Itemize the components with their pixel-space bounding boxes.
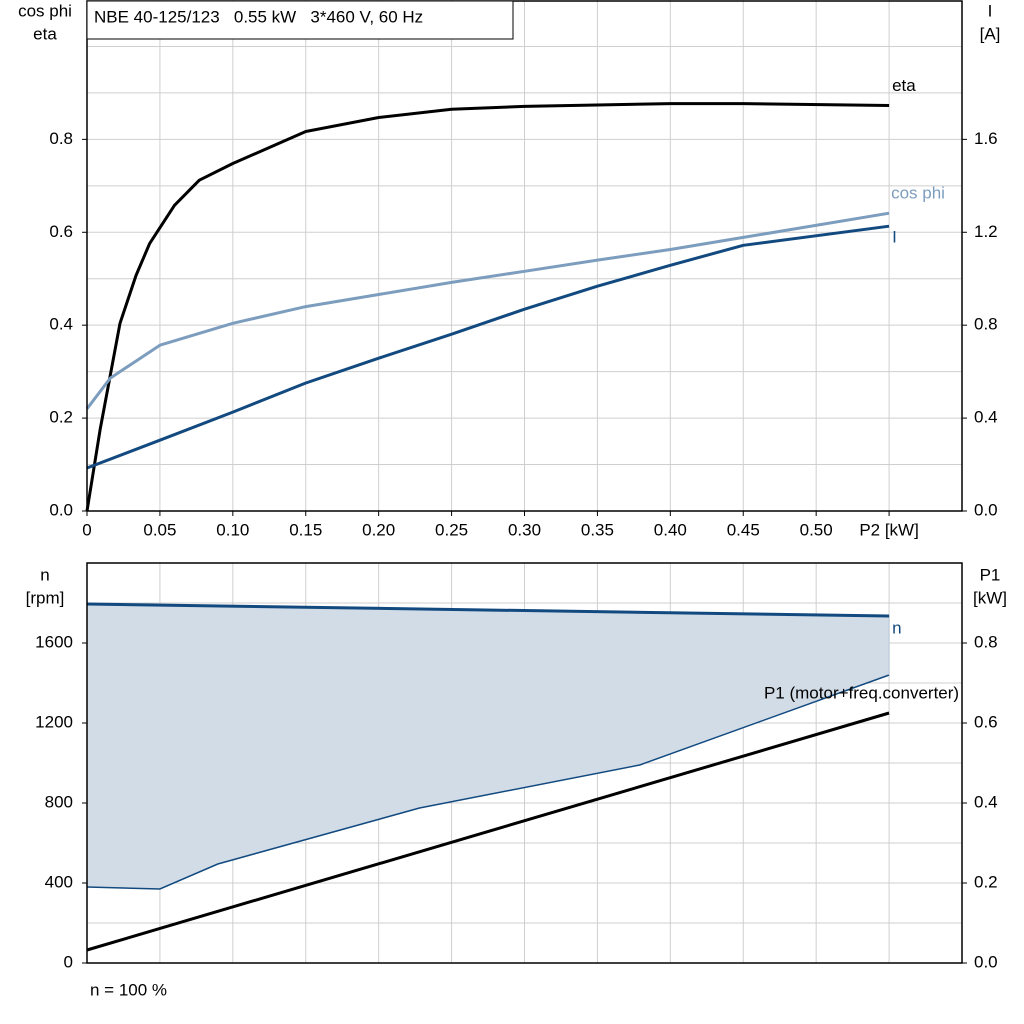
y-tick-label: 1600 bbox=[35, 632, 73, 651]
plot-frame bbox=[86, 562, 963, 964]
series-label: I bbox=[892, 228, 897, 247]
series-line bbox=[85, 211, 890, 410]
y2-axis-label: [kW] bbox=[973, 588, 1007, 607]
y-tick-label: 0.8 bbox=[49, 129, 73, 148]
y2-tick-label: 0.2 bbox=[974, 872, 998, 891]
x-tick-label: 0.45 bbox=[727, 520, 760, 539]
series-line bbox=[86, 711, 890, 952]
series-line bbox=[86, 224, 890, 470]
y-axis-label: cos phi bbox=[18, 1, 72, 20]
x-tick-label: 0.50 bbox=[800, 520, 833, 539]
y2-axis-label: I bbox=[988, 1, 993, 20]
range-lower-line bbox=[86, 674, 890, 890]
series-label: n bbox=[892, 618, 901, 637]
x-tick-label: 0.40 bbox=[654, 520, 687, 539]
y2-tick-label: 0.4 bbox=[974, 792, 998, 811]
y2-tick-label: 1.6 bbox=[974, 129, 998, 148]
y-tick-label: 0.2 bbox=[49, 408, 73, 427]
y2-tick-label: 0.4 bbox=[974, 408, 998, 427]
y-tick-label: 400 bbox=[45, 872, 73, 891]
y2-tick-label: 0.6 bbox=[974, 712, 998, 731]
x-tick-label: 0 bbox=[82, 520, 91, 539]
note: n = 100 % bbox=[90, 980, 167, 999]
y2-tick-label: 0.8 bbox=[974, 632, 998, 651]
y2-tick-label: 0.0 bbox=[974, 952, 998, 971]
y2-axis-label: P1 bbox=[980, 565, 1001, 584]
y2-axis-label: [A] bbox=[980, 24, 1001, 43]
x-tick-label: 0.15 bbox=[289, 520, 322, 539]
y-axis-label: eta bbox=[33, 24, 57, 43]
y-tick-label: 0.6 bbox=[49, 222, 73, 241]
plot-frame bbox=[86, 0, 963, 512]
y2-tick-label: 1.2 bbox=[974, 222, 998, 241]
series-label: eta bbox=[892, 76, 916, 95]
y2-tick-label: 0.0 bbox=[974, 500, 998, 519]
chart-title: NBE 40-125/123 0.55 kW 3*460 V, 60 Hz bbox=[94, 7, 423, 26]
series-line bbox=[85, 102, 890, 512]
title-box bbox=[86, 0, 514, 40]
series-line bbox=[86, 602, 890, 618]
x-tick-label: 0.25 bbox=[435, 520, 468, 539]
series-label: P1 (motor+freq.converter) bbox=[764, 683, 959, 702]
y2-tick-label: 0.8 bbox=[974, 315, 998, 334]
series-label: cos phi bbox=[891, 184, 945, 203]
y-axis-label: n bbox=[40, 565, 49, 584]
y-tick-label: 0.0 bbox=[49, 500, 73, 519]
range-area bbox=[87, 604, 890, 889]
x-tick-label: 0.10 bbox=[216, 520, 249, 539]
y-tick-label: 0 bbox=[64, 952, 73, 971]
x-tick-label: 0.05 bbox=[143, 520, 176, 539]
x-tick-label: P2 [kW] bbox=[859, 520, 919, 539]
x-tick-label: 0.20 bbox=[362, 520, 395, 539]
y-tick-label: 800 bbox=[45, 792, 73, 811]
y-tick-label: 0.4 bbox=[49, 315, 73, 334]
x-tick-label: 0.35 bbox=[581, 520, 614, 539]
y-tick-label: 1200 bbox=[35, 712, 73, 731]
x-tick-label: 0.30 bbox=[508, 520, 541, 539]
y-axis-label: [rpm] bbox=[26, 588, 65, 607]
